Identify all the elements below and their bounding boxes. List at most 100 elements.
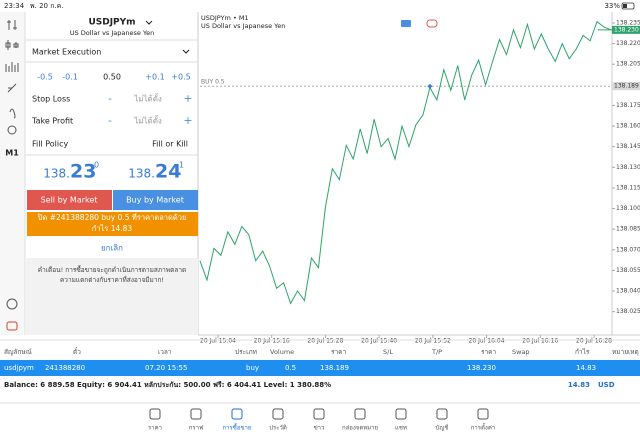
cancel-button[interactable]: ยกเลิก	[101, 244, 123, 253]
one-click-sell[interactable]	[401, 20, 411, 27]
ask-prefix: 138.	[128, 167, 155, 181]
balance: Balance: 6 889.58 Equity: 6 904.41 หลักป…	[4, 381, 331, 389]
tab-label[interactable]: ราคา	[148, 425, 162, 432]
x-tick-label: 20 Jul 15:52	[415, 338, 451, 345]
take-profit-minus[interactable]: -	[108, 114, 112, 127]
tab-label[interactable]: ประวัติ	[269, 425, 287, 432]
take-profit-value[interactable]: ไม่ได้ตั้ง	[133, 115, 162, 126]
x-tick-label: 20 Jul 16:28	[576, 338, 612, 345]
column-header: T/P	[431, 348, 442, 356]
column-header: สัญลักษณ์	[4, 348, 32, 356]
chart-subtitle: US Dollar vs Japanese Yen	[201, 22, 285, 30]
cell-symbol: usdjpym	[4, 364, 34, 372]
icon-app[interactable]	[6, 321, 18, 331]
tab-icon[interactable]	[436, 408, 448, 420]
tab-label[interactable]: การซื้อขาย	[223, 422, 252, 432]
volume-value[interactable]: 0.50	[103, 73, 121, 82]
x-tick-label: 20 Jul 15:28	[307, 338, 343, 345]
y-tick-label: 138.220	[616, 40, 640, 47]
column-header: เวลา	[158, 348, 172, 356]
x-tick-label: 20 Jul 15:40	[361, 338, 397, 345]
icon-objects[interactable]	[7, 125, 17, 135]
close-button-label[interactable]: กำไร 14.83	[92, 224, 133, 233]
total-profit: 14.83	[568, 381, 590, 389]
tab-icon[interactable]	[272, 408, 284, 420]
tab-label[interactable]: บัญชี	[436, 424, 449, 432]
buy-price-label: 138.189	[614, 83, 639, 90]
cell-ticket: 241388280	[45, 364, 85, 372]
y-tick-label: 138.145	[616, 143, 640, 150]
volume-step[interactable]: +0.1	[145, 73, 164, 82]
icon-bars[interactable]	[5, 40, 19, 50]
column-header: ราคา	[331, 348, 346, 356]
tab-label[interactable]: แชท	[395, 425, 407, 432]
y-tick-label: 138.205	[616, 61, 640, 68]
price-chart: USDJPYm • M1 US Dollar vs Japanese Yen 1…	[199, 14, 640, 345]
status-battery: 33%	[604, 2, 620, 10]
volume-step[interactable]: -0.1	[62, 73, 78, 82]
icon-indicators[interactable]	[7, 83, 17, 93]
position-row[interactable]	[0, 360, 640, 376]
tab-label[interactable]: กล่องจดหมาย	[342, 425, 378, 432]
currency: USD	[598, 381, 615, 389]
buy-price-tag	[612, 82, 640, 91]
column-header: กำไร	[575, 348, 590, 356]
symbol-chevron	[145, 20, 153, 25]
take-profit-plus[interactable]: +	[183, 114, 192, 127]
icon-zoom[interactable]	[6, 298, 18, 310]
icon-candles[interactable]	[5, 62, 19, 72]
icon-function[interactable]	[9, 108, 16, 119]
one-click-buy[interactable]	[426, 19, 438, 28]
close-button[interactable]	[27, 212, 198, 236]
bid-prefix: 138.	[43, 167, 70, 181]
close-button-label[interactable]: ปิด #241388280 buy 0.5 ที่ราคาตลาดด้วย	[37, 212, 187, 222]
fill-policy-value[interactable]: Fill or Kill	[152, 140, 188, 149]
ask-sup: 1	[179, 161, 184, 170]
column-header: Swap	[512, 348, 530, 356]
cell-volume: 0.5	[285, 364, 296, 372]
execution-type[interactable]: Market Execution	[32, 48, 101, 57]
y-tick-label: 138.055	[616, 267, 640, 274]
symbol[interactable]: USDJPYm	[88, 18, 135, 28]
tab-icon[interactable]	[190, 408, 202, 420]
tab-label[interactable]: การตั้งค่า	[471, 422, 495, 432]
tab-label[interactable]: ข่าว	[314, 425, 325, 432]
x-tick-label: 20 Jul 16:04	[469, 338, 505, 345]
column-header: ตั๋ว	[73, 347, 81, 356]
price-line	[199, 20, 612, 305]
y-tick-label: 138.160	[616, 123, 640, 130]
buy-button[interactable]	[113, 190, 198, 210]
take-profit-label: Take Profit	[31, 117, 73, 126]
volume-row: -0.5 -0.1 0.50 +0.1 +0.5	[37, 73, 191, 82]
tab-label[interactable]: กราฟ	[189, 425, 203, 432]
tab-icon[interactable]	[395, 408, 407, 420]
tab-icon[interactable]	[354, 408, 366, 420]
x-tick-label: 20 Jul 15:04	[200, 338, 236, 345]
tab-icon[interactable]	[477, 408, 489, 420]
fill-policy-label: Fill Policy	[32, 140, 69, 149]
tab-icon[interactable]	[231, 408, 243, 420]
y-tick-label: 138.070	[616, 246, 640, 253]
battery-level	[623, 4, 627, 8]
y-tick-label: 138.115	[616, 184, 640, 191]
icon-order[interactable]	[7, 20, 17, 30]
status-date: พ. 20 ก.ค.	[30, 2, 64, 10]
sell-button-label[interactable]: Sell by Market	[41, 196, 98, 205]
y-tick-label: 138.085	[616, 226, 640, 233]
volume-step[interactable]: -0.5	[37, 73, 53, 82]
stop-loss-minus[interactable]: -	[108, 92, 112, 105]
volume-step[interactable]: +0.5	[171, 73, 190, 82]
tab-icon[interactable]	[313, 408, 325, 420]
tab-icon[interactable]	[149, 408, 161, 420]
bid-sup: 0	[94, 161, 99, 170]
symbol-description: US Dollar vs Japanese Yen	[70, 29, 154, 37]
timeframe[interactable]: M1	[5, 149, 19, 158]
stop-loss-value[interactable]: ไม่ได้ตั้ง	[133, 93, 162, 104]
sell-button[interactable]	[27, 190, 112, 210]
stop-loss-plus[interactable]: +	[183, 92, 192, 105]
current-price-label: 138.230	[614, 26, 639, 33]
buy-line-label: BUY 0.5	[201, 79, 225, 86]
buy-button-label[interactable]: Buy by Market	[126, 196, 184, 205]
